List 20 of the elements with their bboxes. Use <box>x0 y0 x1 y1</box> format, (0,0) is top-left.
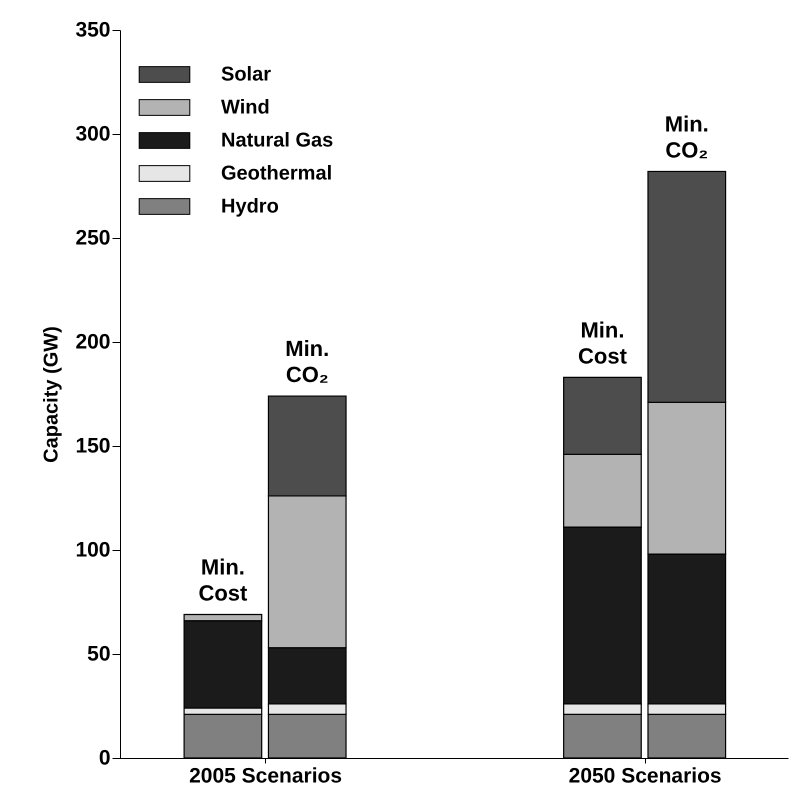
y-axis-title: Capacity (GW) <box>40 326 62 463</box>
x-tick-label: Min. Cost <box>198 554 248 606</box>
y-tick-label: 350 <box>75 18 110 42</box>
y-tick-label: 250 <box>75 226 110 250</box>
y-tick-label: 50 <box>87 642 110 666</box>
x-tick-label: Min. CO₂ <box>285 336 330 388</box>
text: 2050 Scenarios <box>568 764 722 788</box>
text: 2005 Scenarios <box>189 764 342 788</box>
x-tick-label: Min. Cost <box>578 317 628 368</box>
y-tick-label: 150 <box>75 434 110 458</box>
legend-label: Wind <box>221 96 270 118</box>
legend-label: Hydro <box>221 196 279 218</box>
y-tick-label: 300 <box>75 122 110 146</box>
y-tick-label: 200 <box>75 330 110 354</box>
y-tick-label: 100 <box>75 538 110 562</box>
legend-label: Solar <box>221 64 272 86</box>
legend-label: Natural Gas <box>221 130 334 152</box>
x-tick-label: Min. CO₂ <box>664 111 709 162</box>
legend-label: Geothermal <box>221 162 332 184</box>
y-tick-label: 0 <box>98 746 110 770</box>
